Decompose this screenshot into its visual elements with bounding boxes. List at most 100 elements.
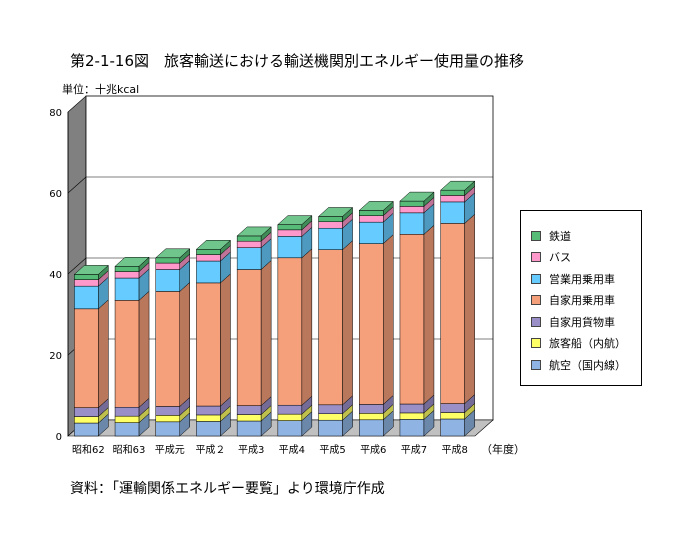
bar-segment: [277, 236, 303, 259]
bar-segment: [236, 235, 262, 242]
legend-label: バス: [549, 251, 571, 265]
legend-swatch: [531, 252, 541, 263]
bar-segment: [277, 413, 303, 421]
bar-segment: [155, 406, 180, 416]
bar-segment-side: [423, 224, 435, 405]
legend-label: 鉄道: [549, 229, 571, 243]
bar-segment: [399, 412, 425, 420]
bar-segment: [440, 201, 465, 224]
legend-swatch: [531, 230, 541, 241]
bar-segment: [399, 206, 425, 214]
bar-segment: [440, 412, 465, 420]
legend-label: 自家用貨物車: [549, 315, 615, 329]
bar-segment: [236, 414, 262, 422]
bar-segment: [277, 257, 303, 406]
bar-top: [195, 240, 232, 250]
gridline-side: [67, 176, 87, 194]
gridline-side: [67, 257, 87, 275]
bar-segment: [196, 421, 221, 437]
bar-top: [155, 248, 191, 259]
source-note: 資料：「運輸関係エネルギー要覧」より環境庁作成: [70, 481, 385, 497]
bar-segment: [359, 419, 384, 437]
legend-entry: 旅客船（内航）: [531, 333, 641, 355]
legend-entry: 航空（国内線）: [531, 354, 641, 376]
x-tick-label: 昭和63: [113, 444, 146, 456]
legend-entry: 鉄道: [531, 225, 641, 247]
bar-segment: [359, 413, 384, 421]
legend-label: 営業用乗用車: [549, 272, 615, 286]
y-tick-label: 80: [49, 108, 62, 119]
bar-segment: [196, 414, 221, 422]
y-tick-label: 40: [49, 270, 62, 281]
bar-segment-side: [301, 248, 313, 406]
bar-segment: [318, 413, 343, 421]
bar-top: [439, 180, 476, 191]
bar-segment: [114, 271, 140, 279]
bar-segment: [155, 262, 180, 270]
legend-label: 自家用乗用車: [549, 294, 615, 308]
bar-segment-side: [220, 273, 231, 407]
bar-top: [114, 257, 150, 267]
bar-segment: [318, 216, 343, 223]
legend-entry: 営業用乗用車: [531, 268, 641, 290]
bar-segment: [114, 300, 140, 408]
bar-segment: [196, 282, 221, 407]
bar-segment: [114, 266, 140, 272]
bar-segment: [399, 234, 425, 405]
chart-title: 第2-1-16図 旅客輸送における輸送機関別エネルギー使用量の推移: [70, 52, 525, 70]
bar-segment: [74, 308, 99, 408]
legend-entry: 自家用貨物車: [531, 311, 641, 333]
unit-label: 単位：十兆kcal: [62, 83, 140, 96]
bar-segment: [359, 215, 384, 223]
bar-segment: [196, 260, 221, 284]
bar-segment: [196, 405, 221, 416]
bar-segment: [114, 415, 140, 423]
x-tick-label: 昭和62: [72, 444, 105, 456]
bar-segment: [74, 285, 99, 310]
x-tick-label: 平成4: [279, 444, 305, 456]
x-tick-label: 平成7: [401, 444, 427, 456]
legend-entry: バス: [531, 247, 641, 269]
bar-segment: [236, 420, 262, 437]
bar-segment: [74, 422, 99, 437]
bar-segment: [277, 224, 303, 231]
legend-label: 航空（国内線）: [549, 358, 626, 372]
bar-segment: [318, 221, 343, 229]
bar-segment: [440, 223, 465, 404]
bar-segment: [277, 420, 303, 437]
bar-top: [236, 226, 272, 237]
bar-segment: [196, 249, 221, 255]
bar-top: [277, 215, 313, 225]
bar-segment: [196, 254, 221, 262]
bar-segment: [359, 221, 384, 244]
legend-entry: 自家用乗用車: [531, 290, 641, 312]
legend-swatch: [531, 316, 541, 327]
legend-swatch: [531, 273, 541, 284]
bar-segment: [359, 210, 384, 216]
bar-segment: [399, 403, 425, 414]
bar-segment: [399, 212, 425, 235]
bar-top: [358, 201, 394, 211]
bar-segment: [318, 419, 343, 437]
bar-segment: [318, 227, 343, 250]
bar-segment: [440, 195, 465, 203]
bar-segment: [236, 269, 262, 406]
bar-segment: [277, 229, 303, 237]
bar-segment: [74, 407, 99, 417]
x-unit-label: （年度）: [481, 442, 525, 456]
bar-segment-side: [342, 240, 353, 406]
y-tick-label: 20: [49, 351, 62, 362]
bar-segment: [399, 200, 425, 207]
bar-segment: [155, 257, 180, 264]
bar-segment: [318, 249, 343, 406]
bar-segment: [440, 403, 465, 413]
bar-segment: [440, 418, 465, 437]
x-tick-label: 平成元: [155, 444, 185, 456]
bar-segment-side: [464, 213, 475, 405]
bar-segment: [236, 247, 262, 270]
chart-legend: 鉄道バス営業用乗用車 自家用乗用車 自家用貨物車旅客船（内航） 航空（国内線）: [520, 210, 642, 386]
x-tick-label: 平成5: [319, 444, 345, 456]
bar-segment: [155, 269, 180, 292]
bar-segment: [155, 415, 180, 423]
